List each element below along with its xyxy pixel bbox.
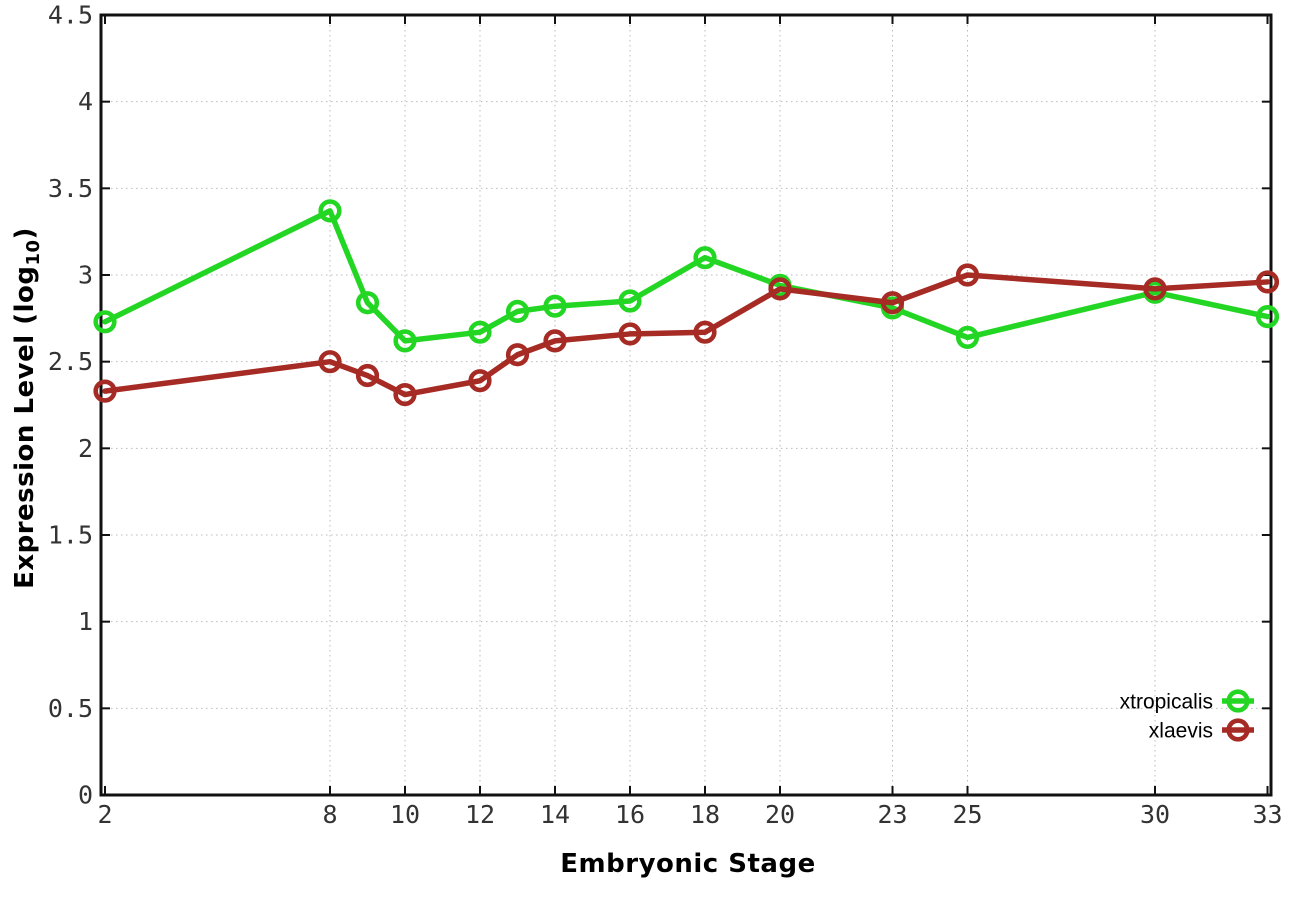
series-xtropicalis-marker	[693, 246, 717, 270]
x-tick-label-33: 33	[1252, 800, 1282, 829]
series-xlaevis-marker	[468, 369, 492, 393]
series-xlaevis-marker	[1143, 277, 1167, 301]
legend-entry-xtropicalis: xtropicalis	[1120, 689, 1254, 714]
y-tick-label-2: 2	[78, 434, 93, 463]
series-xlaevis-marker	[505, 343, 530, 367]
legend-marker-xlaevis	[1226, 718, 1250, 742]
y-tick-label-1: 1	[78, 607, 93, 636]
series-xlaevis-marker	[618, 322, 642, 346]
series-xtropicalis-marker	[318, 199, 342, 223]
series-xlaevis-marker	[318, 350, 342, 374]
gridlines	[101, 15, 1271, 795]
legend: xtropicalis xlaevis	[1120, 689, 1254, 743]
x-tick-label-25: 25	[952, 800, 982, 829]
x-tick-label-16: 16	[615, 800, 645, 829]
y-tick-label-3.5: 3.5	[48, 174, 93, 203]
legend-label-xtropicalis: xtropicalis	[1120, 691, 1213, 714]
series-xlaevis-marker	[1255, 270, 1280, 294]
series-xlaevis-marker	[93, 379, 117, 403]
x-tick-label-20: 20	[765, 800, 795, 829]
y-tick-label-4.5: 4.5	[48, 1, 93, 30]
legend-marker-xtropicalis	[1226, 689, 1250, 713]
y-axis-label-text: Expression Level (log	[10, 265, 40, 589]
series-xtropicalis-marker	[543, 294, 567, 318]
series-xlaevis-marker	[955, 263, 980, 287]
y-tick-label-1.5: 1.5	[48, 521, 93, 550]
series-xlaevis-line	[102, 272, 1271, 398]
y-tick-label-2.5: 2.5	[48, 347, 93, 376]
series-xlaevis-marker	[355, 363, 380, 388]
series-xtropicalis-marker	[955, 325, 980, 350]
series-xtropicalis-marker	[618, 289, 642, 313]
x-tick-label-14: 14	[540, 800, 570, 829]
series-xlaevis-marker	[768, 277, 792, 301]
y-axis-label-subscript: 10	[23, 239, 44, 266]
x-tick-label-2: 2	[97, 800, 112, 829]
x-axis-label: Embryonic Stage	[560, 849, 816, 879]
series-xtropicalis-marker	[1255, 305, 1280, 329]
y-axis-label: Expression Level (log10)	[10, 227, 44, 589]
y-tick-label-0.5: 0.5	[48, 694, 93, 723]
x-tick-label-23: 23	[877, 800, 907, 829]
series-xlaevis-marker	[393, 383, 417, 407]
plot-border	[99, 13, 1273, 797]
y-tick-label-0: 0	[78, 781, 93, 810]
tick-labels: 2 8 10 12 14 16 18 20 23 25 30 33 0 0.5 1 1.5 2 2.5 3 3.5 4 4…	[48, 1, 1283, 830]
x-tick-label-12: 12	[465, 800, 495, 829]
tick-marks	[101, 14, 1271, 796]
series-xtropicalis-marker	[93, 310, 117, 334]
series-xlaevis-marker	[880, 291, 905, 315]
y-tick-label-4: 4	[78, 87, 93, 116]
x-tick-label-10: 10	[390, 800, 420, 829]
y-tick-label-3: 3	[78, 261, 93, 290]
series-xlaevis-marker	[693, 320, 717, 344]
legend-entry-xlaevis: xlaevis	[1149, 718, 1254, 743]
series-xtropicalis	[93, 199, 1280, 353]
series-xlaevis-marker	[543, 329, 567, 353]
series-xtropicalis-marker	[355, 291, 380, 315]
x-tick-label-8: 8	[322, 800, 337, 829]
series-xtropicalis-line	[102, 208, 1271, 344]
y-axis-label-suffix: )	[10, 227, 40, 240]
legend-label-xlaevis: xlaevis	[1149, 720, 1213, 743]
series-xtropicalis-marker	[468, 320, 492, 344]
series-xtropicalis-marker	[505, 299, 530, 324]
series-xlaevis	[93, 263, 1280, 407]
x-tick-label-18: 18	[690, 800, 720, 829]
x-tick-label-30: 30	[1140, 800, 1170, 829]
series-xtropicalis-marker	[393, 329, 417, 353]
